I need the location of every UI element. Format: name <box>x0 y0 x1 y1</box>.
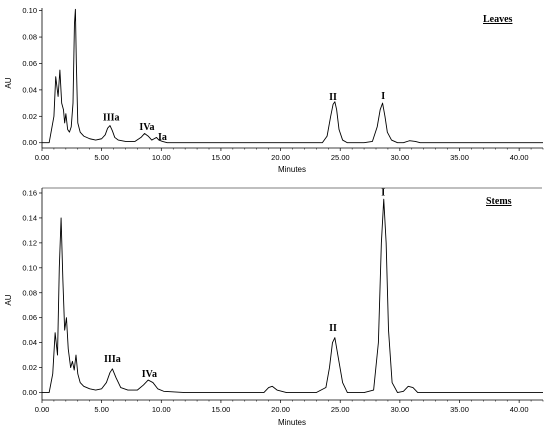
x-axis-label: Minutes <box>278 165 306 174</box>
peak-label: II <box>329 323 337 334</box>
y-tick-label: 0.00 <box>22 138 37 147</box>
x-tick-label: 5.00 <box>94 405 109 414</box>
x-tick-label: 30.00 <box>390 405 409 414</box>
x-tick-label: 5.00 <box>94 153 109 162</box>
peak-label: IVa <box>142 369 157 380</box>
y-tick-label: 0.08 <box>22 288 37 297</box>
peak-label: IIIa <box>103 113 120 124</box>
chart-leaves: Leaves Minutes AU 0.00 0.02 0.04 0.06 0.08 0.… <box>4 6 544 174</box>
x-tick-label: 30.00 <box>390 153 409 162</box>
peak-label: IVa <box>139 122 154 133</box>
peak-label: I <box>381 91 385 102</box>
y-tick-label: 0.04 <box>22 338 37 347</box>
y-tick-label: 0.10 <box>22 263 37 272</box>
x-tick-label: 10.00 <box>152 405 171 414</box>
peak-label: Ia <box>158 132 167 143</box>
x-tick-label: 15.00 <box>212 405 231 414</box>
y-axis-label: AU <box>4 294 13 305</box>
y-tick-label: 0.02 <box>22 112 37 121</box>
y-tick-label: 0.00 <box>22 388 37 397</box>
y-tick-label: 0.06 <box>22 313 37 322</box>
peak-label: II <box>329 92 337 103</box>
y-tick-label: 0.02 <box>22 363 37 372</box>
panel-title: Leaves <box>483 14 513 25</box>
y-axis-label: AU <box>4 77 13 88</box>
y-tick-label: 0.16 <box>22 188 37 197</box>
y-tick-label: 0.06 <box>22 59 37 68</box>
x-tick-label: 25.00 <box>331 153 350 162</box>
x-tick-label: 25.00 <box>331 405 350 414</box>
chart-stems: Stems Minutes AU 0.00 0.02 0.04 0.06 0.08 0.1… <box>4 187 544 427</box>
x-tick-label: 15.00 <box>212 153 231 162</box>
y-tick-label: 0.12 <box>22 238 37 247</box>
peak-label: IIIa <box>104 354 121 365</box>
y-tick-label: 0.04 <box>22 85 37 94</box>
x-tick-label: 40.00 <box>510 405 529 414</box>
x-axis-label: Minutes <box>278 418 306 427</box>
x-tick-label: 20.00 <box>271 153 290 162</box>
y-tick-label: 0.08 <box>22 33 37 42</box>
x-tick-label: 0.00 <box>35 153 50 162</box>
chromatogram-trace <box>42 8 543 144</box>
x-tick-label: 35.00 <box>450 405 469 414</box>
chromatogram-trace <box>42 198 543 393</box>
x-tick-label: 0.00 <box>35 405 50 414</box>
x-tick-label: 20.00 <box>271 405 290 414</box>
x-tick-label: 40.00 <box>510 153 529 162</box>
x-tick-label: 10.00 <box>152 153 171 162</box>
panel-title: Stems <box>486 196 512 207</box>
y-tick-label: 0.14 <box>22 213 37 222</box>
peak-label: I <box>381 187 385 198</box>
x-tick-label: 35.00 <box>450 153 469 162</box>
y-tick-label: 0.10 <box>22 6 37 15</box>
